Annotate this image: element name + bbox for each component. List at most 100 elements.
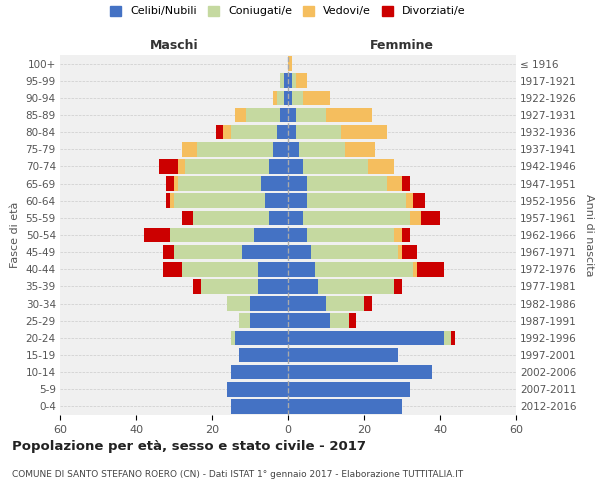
Bar [319, 279, 394, 293]
Bar [387, 176, 402, 191]
Bar [231, 330, 235, 345]
Bar [200, 279, 257, 293]
Bar [307, 194, 406, 208]
Bar [277, 125, 288, 140]
Bar [257, 262, 288, 276]
Bar [288, 245, 311, 260]
Text: Femmine: Femmine [370, 38, 434, 52]
Bar [254, 228, 288, 242]
Bar [288, 142, 299, 156]
Bar [307, 176, 387, 191]
Bar [288, 194, 307, 208]
Bar [451, 330, 455, 345]
Bar [402, 176, 410, 191]
Bar [394, 228, 402, 242]
Bar [288, 262, 314, 276]
Bar [262, 176, 288, 191]
Bar [288, 296, 326, 311]
Bar [182, 210, 193, 225]
Bar [288, 90, 292, 105]
Bar [193, 279, 200, 293]
Bar [273, 90, 277, 105]
Bar [307, 228, 394, 242]
Bar [288, 176, 307, 191]
Bar [364, 296, 371, 311]
Bar [231, 125, 277, 140]
Bar [239, 314, 250, 328]
Bar [303, 210, 410, 225]
Bar [273, 142, 288, 156]
Bar [227, 296, 250, 311]
Bar [178, 159, 185, 174]
Bar [288, 74, 292, 88]
Bar [402, 245, 417, 260]
Bar [296, 125, 341, 140]
Bar [288, 159, 303, 174]
Bar [280, 74, 284, 88]
Bar [394, 279, 402, 293]
Bar [280, 108, 288, 122]
Bar [143, 228, 170, 242]
Bar [288, 210, 303, 225]
Bar [216, 125, 223, 140]
Bar [413, 262, 417, 276]
Bar [174, 194, 265, 208]
Bar [398, 245, 402, 260]
Bar [284, 74, 288, 88]
Bar [250, 296, 288, 311]
Bar [288, 279, 319, 293]
Bar [246, 108, 280, 122]
Bar [269, 159, 288, 174]
Bar [349, 314, 356, 328]
Bar [231, 399, 288, 413]
Bar [178, 176, 262, 191]
Bar [288, 125, 296, 140]
Bar [242, 245, 288, 260]
Bar [163, 262, 182, 276]
Bar [185, 159, 269, 174]
Bar [288, 365, 433, 380]
Bar [265, 194, 288, 208]
Bar [413, 194, 425, 208]
Bar [292, 74, 296, 88]
Bar [292, 90, 303, 105]
Text: COMUNE DI SANTO STEFANO ROERO (CN) - Dati ISTAT 1° gennaio 2017 - Elaborazione T: COMUNE DI SANTO STEFANO ROERO (CN) - Dat… [12, 470, 463, 479]
Bar [235, 330, 288, 345]
Y-axis label: Anni di nascita: Anni di nascita [584, 194, 593, 276]
Bar [288, 314, 330, 328]
Bar [288, 348, 398, 362]
Bar [235, 108, 246, 122]
Bar [170, 228, 254, 242]
Bar [239, 348, 288, 362]
Text: Popolazione per età, sesso e stato civile - 2017: Popolazione per età, sesso e stato civil… [12, 440, 366, 453]
Bar [257, 279, 288, 293]
Bar [250, 314, 288, 328]
Bar [311, 245, 398, 260]
Legend: Celibi/Nubili, Coniugati/e, Vedovi/e, Divorziati/e: Celibi/Nubili, Coniugati/e, Vedovi/e, Di… [110, 6, 466, 16]
Bar [288, 108, 296, 122]
Bar [345, 142, 376, 156]
Bar [197, 142, 273, 156]
Bar [314, 262, 413, 276]
Bar [421, 210, 440, 225]
Bar [163, 245, 174, 260]
Bar [159, 159, 178, 174]
Bar [231, 365, 288, 380]
Bar [288, 228, 307, 242]
Bar [368, 159, 394, 174]
Bar [182, 262, 257, 276]
Bar [166, 176, 174, 191]
Bar [444, 330, 451, 345]
Bar [417, 262, 444, 276]
Bar [288, 330, 444, 345]
Bar [288, 399, 402, 413]
Bar [174, 176, 178, 191]
Bar [299, 142, 345, 156]
Bar [193, 210, 269, 225]
Bar [288, 56, 292, 71]
Bar [296, 74, 307, 88]
Bar [330, 314, 349, 328]
Bar [223, 125, 231, 140]
Bar [341, 125, 387, 140]
Bar [303, 159, 368, 174]
